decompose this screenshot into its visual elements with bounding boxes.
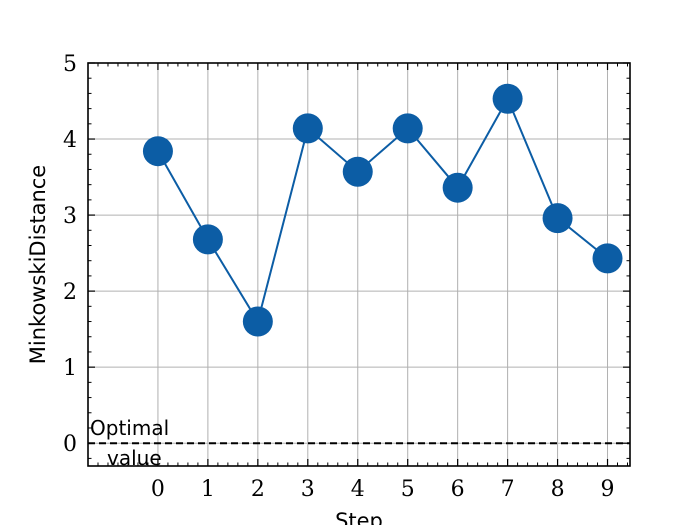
y-tick-label: 2 — [63, 280, 77, 305]
x-tick-label: 3 — [301, 477, 315, 502]
x-tick-label: 1 — [201, 477, 215, 502]
y-tick-label: 5 — [63, 52, 77, 77]
y-tick-labels: 0 1 2 3 4 5 — [63, 52, 77, 457]
x-tick-label: 8 — [551, 477, 565, 502]
x-tick-labels: 0 1 2 3 4 5 6 7 8 9 — [151, 477, 615, 502]
axis-ticks — [88, 62, 630, 466]
series-line — [157, 96, 609, 325]
series-line-group — [142, 83, 623, 337]
data-point — [342, 156, 373, 187]
y-tick-label: 3 — [63, 204, 77, 229]
x-tick-label: 6 — [451, 477, 465, 502]
x-tick-label: 9 — [601, 477, 615, 502]
x-tick-label: 2 — [251, 477, 265, 502]
data-point — [592, 243, 623, 274]
y-axis-label: MinkowskiDistance — [26, 165, 50, 364]
data-point — [492, 83, 523, 114]
data-point — [242, 306, 273, 337]
grid — [88, 62, 630, 466]
x-axis-label: Step — [335, 509, 383, 525]
x-tick-label: 7 — [501, 477, 515, 502]
data-point — [442, 172, 473, 203]
data-point — [542, 203, 573, 234]
x-tick-label: 4 — [351, 477, 365, 502]
optimal-label-line-1: Optimal — [90, 416, 169, 440]
data-point — [292, 113, 323, 144]
data-point — [142, 136, 173, 167]
y-tick-label: 1 — [63, 356, 77, 381]
y-tick-label: 4 — [63, 128, 77, 153]
x-tick-label: 5 — [401, 477, 415, 502]
optimal-label-line-2: value — [107, 446, 162, 470]
plot-frame — [87, 62, 631, 467]
data-point — [192, 224, 223, 255]
x-tick-label: 0 — [151, 477, 165, 502]
y-tick-label: 0 — [63, 432, 77, 457]
data-point — [392, 113, 423, 144]
